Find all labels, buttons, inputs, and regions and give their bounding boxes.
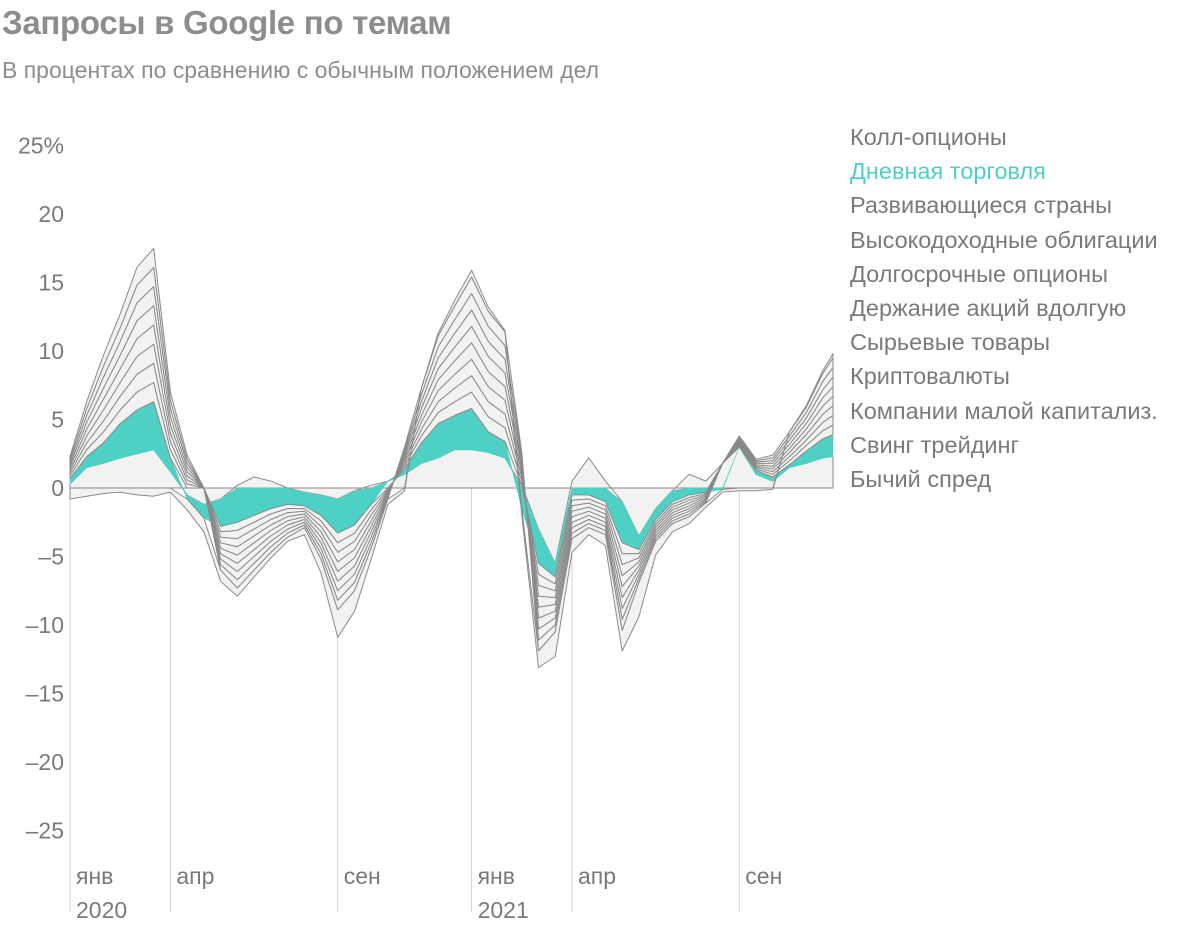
y-tick-label: –10 (26, 612, 64, 638)
legend-item: Сырьевые товары (850, 329, 1051, 356)
y-axis-ticks: 25% 20 15 10 5 0 –5 –10 –15 –20 –25 (18, 133, 64, 844)
x-tick-label: сен (745, 863, 782, 889)
x-tick-label: апр (176, 863, 214, 889)
legend-item: Долгосрочные опционы (850, 260, 1108, 287)
chart-subtitle: В процентах по сравнению с обычным полож… (2, 57, 600, 83)
legend-item: Компании малой капитализ. (850, 397, 1158, 424)
chart-title: Запросы в Google по темам (2, 4, 452, 41)
legend-item: Держание акций вдолгую (850, 294, 1127, 321)
y-tick-label: 10 (38, 338, 64, 364)
y-tick-label: 15 (38, 270, 64, 296)
legend-item: Бычий спред (850, 465, 992, 492)
legend-item: Колл-опционы (850, 124, 1007, 150)
legend-item: Высокодоходные облигации (850, 226, 1158, 253)
x-axis-ticks: янв 2020 апр сен янв 2021 апр сен (76, 863, 782, 923)
y-tick-label: –20 (26, 749, 64, 775)
y-tick-label: –25 (26, 818, 64, 844)
x-tick-label: янв (76, 863, 113, 889)
legend-item: Свинг трейдинг (850, 431, 1020, 458)
legend: Колл-опционы Дневная торговля Развивающиес… (850, 120, 1158, 496)
x-tick-year-label: 2020 (76, 897, 127, 923)
x-tick-label: янв (478, 863, 515, 889)
x-tick-label: сен (344, 863, 381, 889)
y-tick-label: –15 (26, 681, 64, 707)
x-tick-year-label: 2021 (478, 897, 529, 923)
legend-item: Криптовалюты (850, 363, 1010, 390)
stacked-bands (69, 247, 834, 668)
y-tick-label: 20 (38, 201, 64, 227)
y-tick-label: 5 (51, 407, 64, 433)
x-tick-label: апр (578, 863, 616, 889)
y-tick-label: 0 (51, 475, 64, 501)
x-gridlines (69, 488, 740, 912)
legend-item: Дневная торговля (850, 158, 1046, 185)
legend-item: Развивающиеся страны (850, 192, 1113, 219)
band-10 (69, 269, 834, 668)
y-tick-label: 25% (18, 133, 64, 159)
y-tick-label: –5 (38, 544, 64, 570)
